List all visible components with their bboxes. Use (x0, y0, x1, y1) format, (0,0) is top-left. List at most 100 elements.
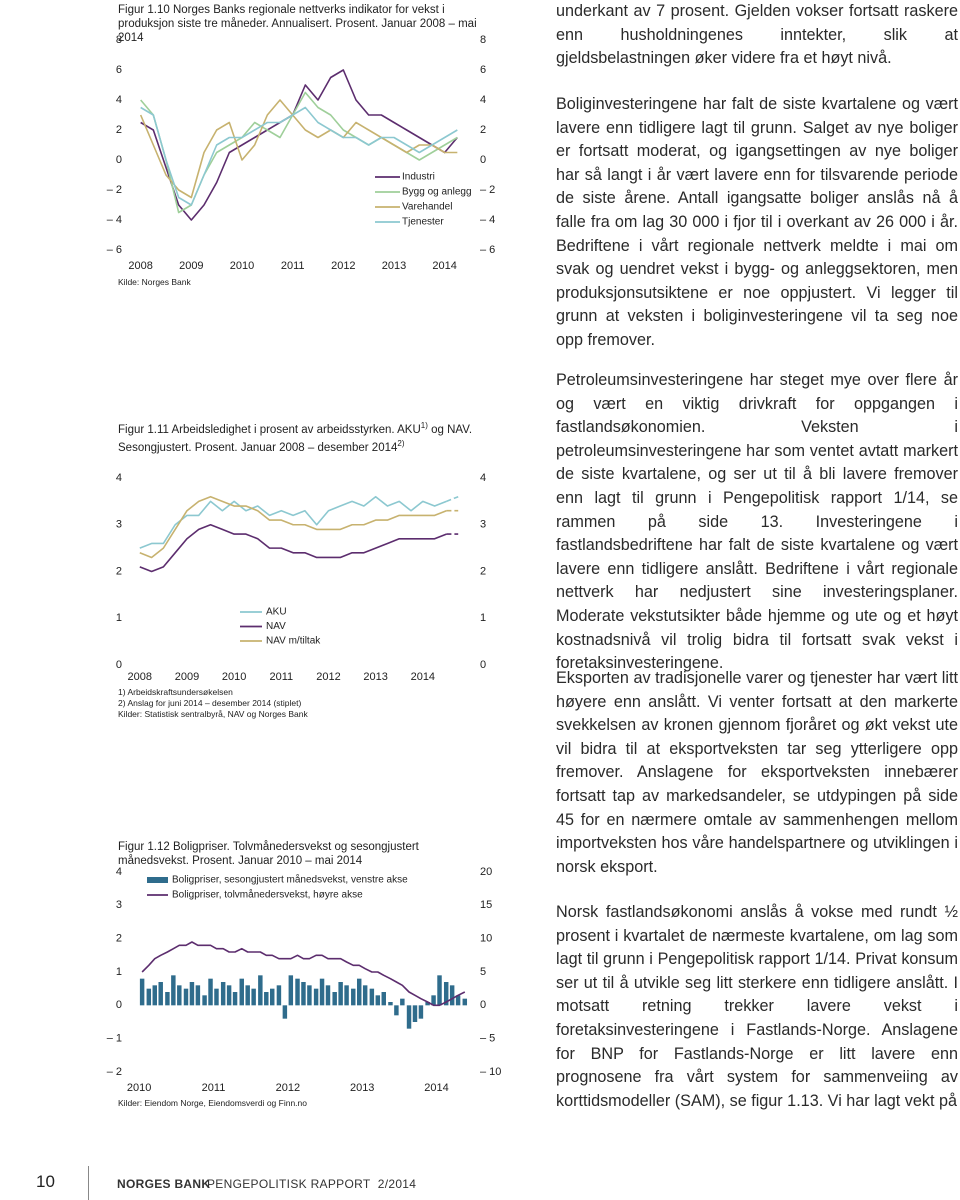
x-tick-label: 2013 (350, 1082, 374, 1094)
x-tick-label: 2011 (202, 1082, 226, 1094)
y-tick-label: – 1 (107, 1033, 122, 1045)
bar (258, 975, 263, 1006)
title-note: 1) (420, 421, 428, 430)
bar (226, 985, 232, 1006)
legend-label: AKU (266, 607, 287, 618)
bar (437, 975, 442, 1006)
bar (245, 985, 250, 1006)
y2-tick-label: 2 (480, 124, 486, 136)
bar (177, 985, 182, 1006)
y-tick-label: 2 (116, 124, 122, 136)
bar (362, 985, 368, 1006)
bar (232, 992, 238, 1006)
y2-tick-label: – 2 (480, 184, 495, 196)
y-tick-label: – 6 (107, 244, 122, 256)
legend-label: Boligpriser, tolvmånedersvekst, høyre ak… (172, 889, 363, 901)
bar (431, 995, 436, 1006)
series-line (141, 941, 466, 1007)
bar (264, 992, 269, 1006)
bar (356, 978, 362, 1006)
y2-tick-label: 2 (480, 565, 486, 577)
bar (319, 978, 325, 1006)
x-tick-label: 2014 (424, 1082, 448, 1094)
x-tick-label: 2009 (179, 260, 203, 272)
bar (165, 992, 170, 1006)
y2-tick-label: – 6 (480, 244, 495, 256)
note: 1) Arbeidskraftsundersøkelsen (118, 687, 233, 697)
series-line (139, 523, 447, 573)
bar (183, 988, 189, 1006)
y2-tick-label: 10 (480, 933, 492, 945)
figure-title: Figur 1.11 Arbeidsledighet i prosent av … (118, 419, 490, 455)
bar (462, 998, 468, 1006)
y2-tick-label: 0 (480, 659, 486, 671)
bar (158, 982, 163, 1006)
y-tick-label: 0 (116, 659, 122, 671)
x-tick-label: 2011 (281, 260, 305, 272)
bar (388, 1002, 393, 1006)
bar (455, 995, 461, 1006)
figure-source: Kilder: Statistisk sentralbyrå, NAV og N… (118, 709, 308, 719)
bar (381, 992, 386, 1006)
report-issue: 2/2014 (377, 1177, 417, 1191)
bar (394, 1005, 399, 1016)
x-tick-label: 2011 (269, 671, 293, 683)
bar (220, 982, 226, 1006)
bar (152, 985, 157, 1006)
note: 2) Anslag for juni 2014 – desember 2014 … (118, 698, 302, 708)
x-tick-label: 2008 (128, 260, 152, 272)
bar (449, 985, 455, 1006)
y-tick-label: 1 (116, 966, 122, 978)
bar (282, 1005, 288, 1019)
paragraph: Petroleumsinvesteringene har steget mye … (556, 371, 958, 673)
y-tick-label: – 4 (107, 214, 122, 226)
y-tick-label: 3 (116, 519, 122, 531)
y-tick-label: 4 (116, 866, 122, 878)
series-line (140, 106, 458, 206)
figure-source: Kilde: Norges Bank (118, 277, 191, 287)
bar (351, 988, 356, 1006)
bar (139, 978, 145, 1006)
y2-tick-label: 4 (480, 472, 486, 484)
x-tick-label: 2014 (411, 671, 435, 683)
series-line (139, 99, 458, 199)
series-line (140, 69, 458, 221)
divider (88, 1166, 89, 1200)
y2-tick-label: 4 (480, 94, 486, 106)
paragraph: Norsk fastlandsøkonomi anslås å vokse me… (556, 903, 958, 1110)
y-tick-label: 2 (116, 565, 122, 577)
y-tick-label: 4 (116, 472, 122, 484)
bar (270, 988, 275, 1006)
series-line (139, 495, 447, 549)
y-tick-label: – 2 (107, 184, 122, 196)
series-line (139, 495, 447, 559)
bar (313, 988, 319, 1006)
y2-tick-label: – 4 (480, 214, 495, 226)
y-tick-label: 3 (116, 899, 122, 911)
report-name: PENGEPOLITISK RAPPORT 2/2014 (207, 1177, 416, 1191)
bar (295, 978, 300, 1006)
y2-tick-label: 6 (480, 64, 486, 76)
paragraph: Eksporten av tradisjonelle varer og tjen… (556, 669, 958, 876)
bar (338, 982, 343, 1006)
bar (195, 985, 201, 1006)
series-line (446, 495, 459, 503)
bar (202, 995, 207, 1006)
y2-tick-label: 0 (480, 999, 486, 1011)
bar (214, 988, 219, 1006)
bar (406, 1005, 412, 1029)
bar (189, 982, 195, 1006)
bar (325, 985, 331, 1006)
legend-swatch (147, 877, 168, 883)
legend-label: NAV m/tiltak (266, 636, 321, 647)
title-text: og NAV. Sesongjustert. Prosent. Januar 2… (118, 423, 473, 454)
x-tick-label: 2012 (316, 671, 340, 683)
y2-tick-label: 5 (480, 966, 486, 978)
bar (208, 978, 213, 1006)
y2-tick-label: – 10 (480, 1066, 501, 1078)
y-tick-label: 1 (116, 612, 122, 624)
y2-tick-label: 0 (480, 154, 486, 166)
y-tick-label: 8 (116, 34, 122, 46)
